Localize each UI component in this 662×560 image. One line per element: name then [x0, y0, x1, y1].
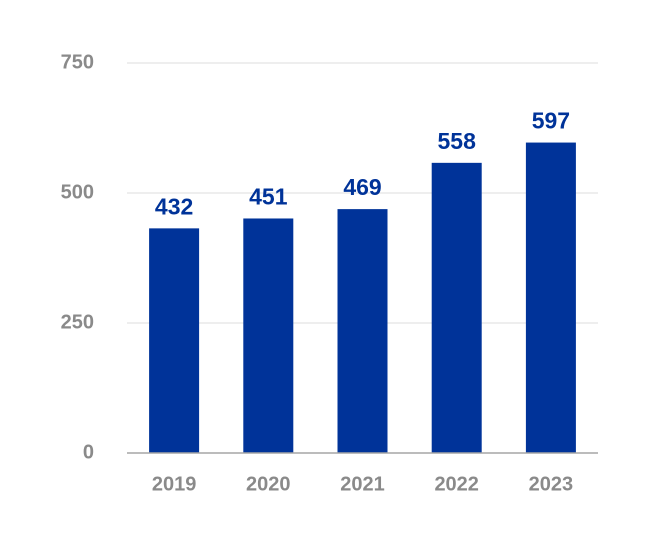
data-label-2021: 469 [343, 174, 381, 200]
data-labels: 432 451 469 558 597 [155, 108, 570, 220]
bar-2021 [337, 209, 388, 453]
x-tick-label-2020: 2020 [246, 473, 291, 495]
data-label-2022: 558 [438, 128, 477, 154]
bar-2020 [243, 218, 294, 453]
data-label-2020: 451 [249, 183, 288, 209]
bar-2019 [149, 228, 200, 453]
y-tick-label-0: 0 [83, 441, 94, 463]
x-axis: 2019 2020 2021 2022 2023 [127, 452, 598, 495]
x-tick-label-2023: 2023 [529, 473, 574, 495]
y-tick-label-750: 750 [61, 51, 94, 73]
x-tick-label-2022: 2022 [434, 473, 479, 495]
y-tick-label-250: 250 [61, 311, 94, 333]
y-tick-label-500: 500 [61, 181, 94, 203]
data-label-2023: 597 [532, 108, 570, 134]
x-tick-label-2021: 2021 [340, 473, 385, 495]
bars [149, 142, 576, 453]
y-axis: 0 250 500 750 [61, 51, 94, 463]
data-label-2019: 432 [155, 193, 193, 219]
bar-2022 [431, 162, 482, 453]
x-tick-label-2019: 2019 [152, 473, 197, 495]
bar-2023 [525, 142, 576, 453]
